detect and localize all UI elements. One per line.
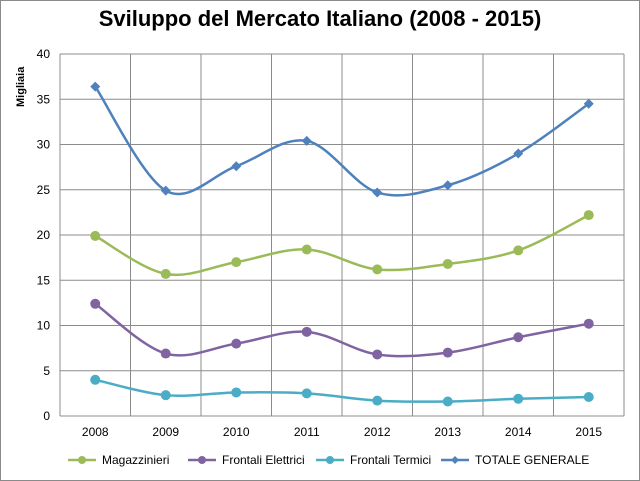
x-tick-label: 2015 <box>575 425 602 439</box>
y-tick-label: 40 <box>37 47 51 61</box>
series-group <box>90 210 594 279</box>
data-point <box>372 349 383 360</box>
data-point <box>372 395 383 406</box>
data-point <box>301 326 312 337</box>
series-group <box>90 374 594 407</box>
data-point <box>451 456 459 464</box>
data-point <box>301 244 312 255</box>
data-point <box>90 81 101 92</box>
data-point <box>513 148 524 159</box>
data-point <box>583 391 594 402</box>
legend-label: Magazzinieri <box>102 453 169 467</box>
legend-label: Frontali Termici <box>350 453 431 467</box>
data-point <box>160 348 171 359</box>
data-point <box>231 161 242 172</box>
y-tick-label: 10 <box>37 319 51 333</box>
legend-label: TOTALE GENERALE <box>475 453 589 467</box>
y-tick-label: 20 <box>37 228 51 242</box>
x-tick-label: 2009 <box>152 425 179 439</box>
data-point <box>198 456 206 464</box>
data-point <box>231 387 242 398</box>
data-point <box>90 230 101 241</box>
series-group <box>90 298 594 360</box>
data-point <box>442 396 453 407</box>
y-axis-label: Migliaia <box>15 66 27 107</box>
series-group <box>90 81 594 198</box>
data-point <box>231 257 242 268</box>
data-point <box>583 318 594 329</box>
data-point <box>160 268 171 279</box>
x-tick-label: 2014 <box>505 425 532 439</box>
legend-item: TOTALE GENERALE <box>441 453 589 467</box>
data-point <box>513 245 524 256</box>
data-point <box>231 338 242 349</box>
legend-label: Frontali Elettrici <box>222 453 305 467</box>
legend-item: Magazzinieri <box>68 453 169 467</box>
data-point <box>301 388 312 399</box>
data-point <box>583 210 594 221</box>
data-point <box>513 393 524 404</box>
data-point <box>442 347 453 358</box>
data-point <box>301 135 312 146</box>
y-tick-label: 25 <box>37 183 51 197</box>
legend-item: Frontali Elettrici <box>188 453 305 467</box>
data-point <box>78 456 86 464</box>
x-tick-label: 2010 <box>223 425 250 439</box>
chart-title: Sviluppo del Mercato Italiano (2008 - 20… <box>98 6 542 31</box>
y-tick-label: 15 <box>37 273 51 287</box>
data-point <box>372 187 383 198</box>
x-tick-label: 2012 <box>364 425 391 439</box>
data-point <box>513 332 524 343</box>
data-point <box>90 374 101 385</box>
data-point <box>160 390 171 401</box>
y-tick-label: 35 <box>37 92 51 106</box>
x-tick-label: 2008 <box>82 425 109 439</box>
data-point <box>90 298 101 309</box>
y-tick-label: 30 <box>37 138 51 152</box>
data-point <box>583 98 594 109</box>
data-point <box>442 180 453 191</box>
x-tick-label: 2011 <box>294 425 320 439</box>
x-tick-label: 2013 <box>434 425 461 439</box>
y-tick-label: 5 <box>43 364 50 378</box>
data-point <box>326 456 334 464</box>
data-point <box>160 185 171 196</box>
data-point <box>372 264 383 275</box>
series-line <box>94 378 589 403</box>
data-point <box>442 258 453 269</box>
legend-item: Frontali Termici <box>316 453 431 467</box>
y-tick-label: 0 <box>43 409 50 423</box>
